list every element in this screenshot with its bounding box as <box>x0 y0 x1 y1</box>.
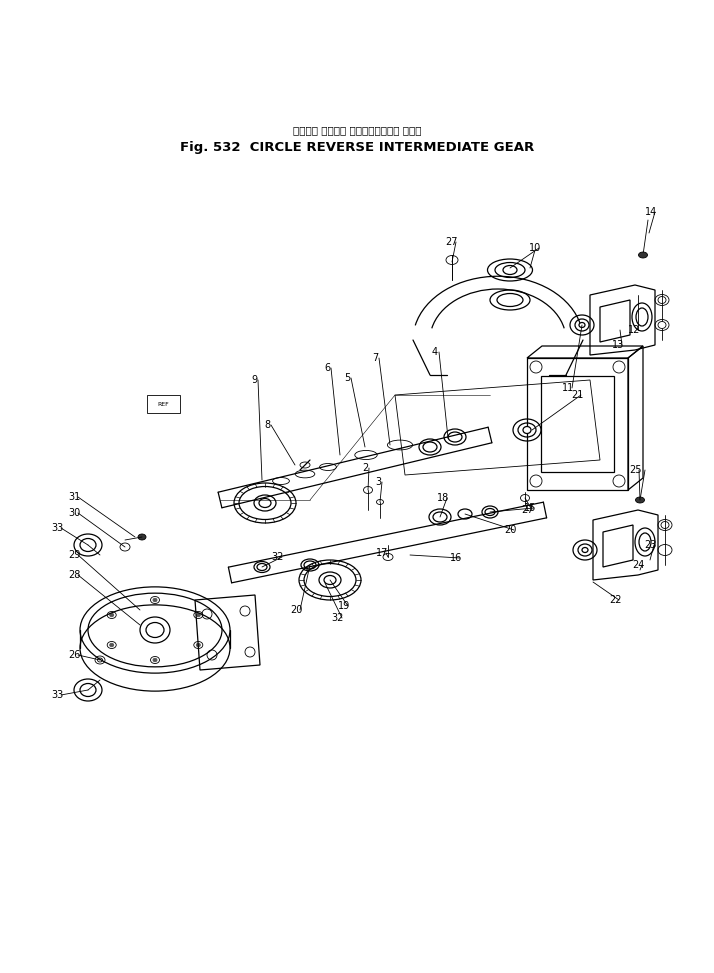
Text: Fig. 532  CIRCLE REVERSE INTERMEDIATE GEAR: Fig. 532 CIRCLE REVERSE INTERMEDIATE GEA… <box>180 140 534 154</box>
Ellipse shape <box>636 308 648 326</box>
Text: 32: 32 <box>272 552 284 562</box>
Text: 19: 19 <box>338 601 350 611</box>
Text: 26: 26 <box>68 650 80 660</box>
Text: 27: 27 <box>446 237 458 247</box>
Text: 29: 29 <box>68 550 80 560</box>
Text: 17: 17 <box>376 548 388 558</box>
Text: 32: 32 <box>332 613 344 623</box>
Text: 6: 6 <box>324 363 330 373</box>
Text: 15: 15 <box>524 503 536 513</box>
Ellipse shape <box>324 575 336 585</box>
Text: 25: 25 <box>629 465 641 475</box>
Ellipse shape <box>196 613 201 617</box>
Text: 4: 4 <box>432 347 438 357</box>
Ellipse shape <box>638 252 648 258</box>
Text: サークル リバース インタメジエート ギヤー: サークル リバース インタメジエート ギヤー <box>293 125 421 135</box>
Ellipse shape <box>80 538 96 552</box>
Ellipse shape <box>661 522 669 528</box>
Ellipse shape <box>110 613 114 617</box>
Text: 13: 13 <box>612 340 624 350</box>
Text: 33: 33 <box>51 690 63 700</box>
Ellipse shape <box>146 623 164 637</box>
Text: 28: 28 <box>68 570 80 580</box>
Ellipse shape <box>503 266 517 274</box>
Text: 12: 12 <box>628 325 640 335</box>
Text: 20: 20 <box>504 525 516 535</box>
Text: 10: 10 <box>529 243 541 253</box>
Ellipse shape <box>582 548 588 553</box>
Text: 31: 31 <box>68 492 80 502</box>
Text: 33: 33 <box>51 523 63 533</box>
Text: 14: 14 <box>645 207 657 217</box>
Bar <box>147 395 180 413</box>
Text: 16: 16 <box>450 553 462 563</box>
Ellipse shape <box>196 643 201 647</box>
Text: 22: 22 <box>609 595 621 605</box>
Ellipse shape <box>523 426 531 434</box>
Text: 30: 30 <box>68 508 80 518</box>
Text: 18: 18 <box>437 493 449 503</box>
Ellipse shape <box>259 498 271 508</box>
Ellipse shape <box>579 322 585 328</box>
Text: 23: 23 <box>644 540 656 550</box>
Ellipse shape <box>153 659 157 662</box>
Ellipse shape <box>658 321 666 329</box>
Ellipse shape <box>138 534 146 540</box>
Ellipse shape <box>639 533 651 551</box>
Text: 3: 3 <box>375 477 381 487</box>
Text: 11: 11 <box>562 383 574 393</box>
Text: REF: REF <box>157 402 169 407</box>
Text: 21: 21 <box>570 390 583 400</box>
Ellipse shape <box>635 497 645 503</box>
Text: 27: 27 <box>522 505 534 515</box>
Ellipse shape <box>153 598 157 601</box>
Ellipse shape <box>80 683 96 697</box>
Text: 9: 9 <box>251 375 257 385</box>
Text: 20: 20 <box>290 605 302 615</box>
Text: 24: 24 <box>632 560 644 570</box>
Text: 8: 8 <box>264 420 270 430</box>
Text: 7: 7 <box>372 353 378 363</box>
Ellipse shape <box>658 297 666 304</box>
Text: 2: 2 <box>362 463 368 473</box>
Text: 5: 5 <box>344 373 350 383</box>
Ellipse shape <box>110 643 114 647</box>
